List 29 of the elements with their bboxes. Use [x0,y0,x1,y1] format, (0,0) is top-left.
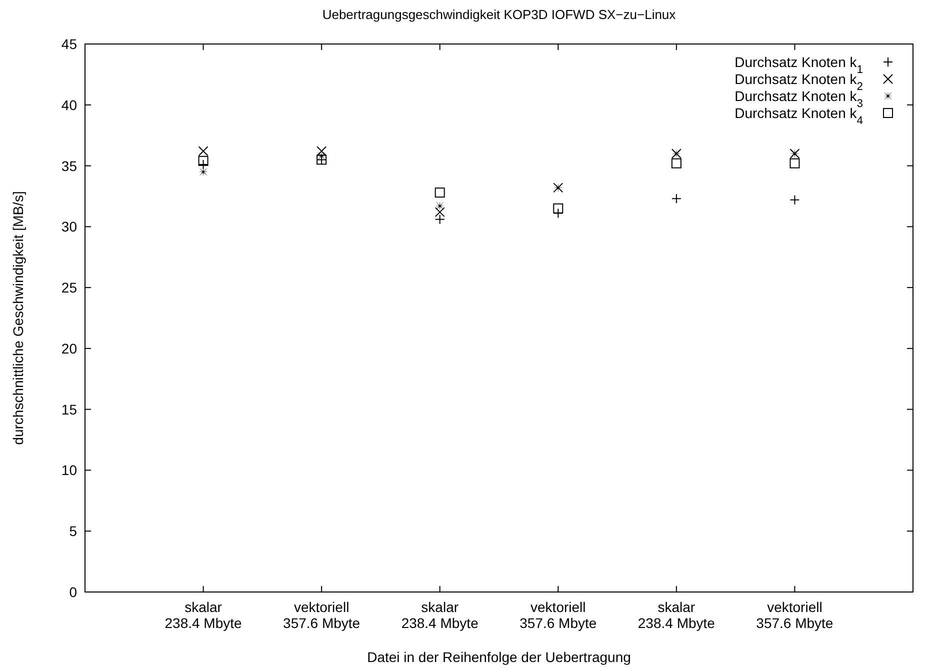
x-tick-label: skalar 238.4 Mbyte [401,599,479,631]
point [198,167,208,176]
y-axis-title: durchschnittliche Geschwindigkeit [MB/s] [10,191,26,445]
point [316,146,327,156]
x-tick-label: skalar 238.4 Mbyte [164,599,242,631]
point [435,201,444,210]
y-tick-label: 20 [61,340,78,356]
x-tick-label: skalar 238.4 Mbyte [638,599,716,631]
y-tick-label: 30 [61,218,78,235]
y-tick-label: 15 [61,401,78,418]
x-tick-label: vektoriell 357.6 Mbyte [520,599,597,631]
point [434,188,445,198]
point [198,146,208,156]
point [671,158,682,168]
chart-title: Uebertragungsgeschwindigkeit KOP3D IOFWD SX−zu−Linux [322,7,676,22]
point [790,158,800,168]
point [198,156,208,166]
x-tick-label: vektoriell 357.6 Mbyte [283,599,360,631]
y-tick-label: 45 [61,36,78,52]
point [553,203,564,214]
y-tick-label: 40 [61,96,78,113]
y-tick-label: 10 [61,462,78,478]
y-tick-label: 25 [61,280,78,296]
y-tick-label: 35 [61,158,78,174]
x-axis-title: Datei in der Reihenfolge der Uebertragung [367,649,631,665]
point [434,207,445,218]
y-tick-label: 0 [69,584,78,600]
y-tick-label: 5 [69,523,78,540]
x-tick-label: vektoriell 357.6 Mbyte [756,599,834,631]
